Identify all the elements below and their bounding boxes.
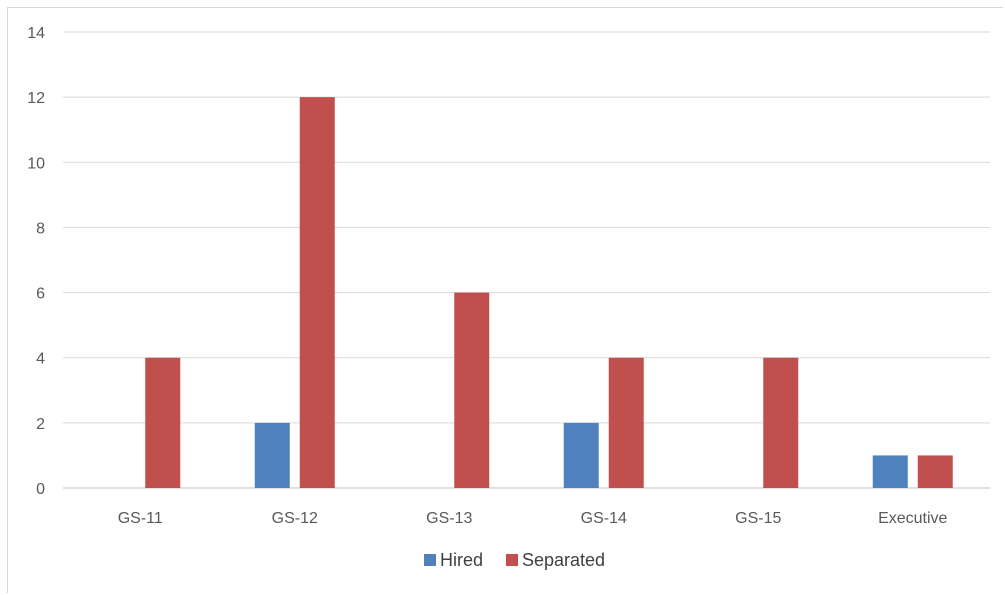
x-tick-label: GS-13 bbox=[426, 510, 472, 527]
bar-hired-gs-12 bbox=[255, 423, 290, 488]
x-tick-label: Executive bbox=[878, 510, 947, 527]
y-tick-label: 10 bbox=[27, 155, 45, 172]
y-axis-ticks: 0 2 4 6 8 10 12 14 bbox=[27, 25, 45, 498]
bar-separated-gs-11 bbox=[145, 358, 180, 488]
y-tick-label: 6 bbox=[36, 286, 45, 303]
y-tick-label: 8 bbox=[36, 220, 45, 237]
bar-separated-gs-13 bbox=[454, 293, 489, 488]
legend-label-separated: Separated bbox=[522, 550, 605, 570]
legend-swatch-hired bbox=[424, 554, 436, 566]
y-tick-label: 0 bbox=[36, 481, 45, 498]
y-tick-label: 12 bbox=[27, 90, 45, 107]
bar-hired-executive bbox=[873, 455, 908, 488]
legend: Hired Separated bbox=[424, 550, 605, 570]
x-axis-ticks: GS-11 GS-12 GS-13 GS-14 GS-15 Executive bbox=[118, 510, 948, 527]
y-tick-label: 2 bbox=[36, 416, 45, 433]
x-tick-label: GS-15 bbox=[735, 510, 781, 527]
x-tick-label: GS-11 bbox=[118, 510, 163, 527]
bar-separated-gs-14 bbox=[609, 358, 644, 488]
y-tick-label: 4 bbox=[36, 351, 45, 368]
bar-separated-gs-12 bbox=[300, 97, 335, 488]
legend-label-hired: Hired bbox=[440, 550, 483, 570]
x-tick-label: GS-12 bbox=[272, 510, 318, 527]
bar-separated-executive bbox=[918, 455, 953, 488]
bar-hired-gs-14 bbox=[564, 423, 599, 488]
y-tick-label: 14 bbox=[27, 25, 45, 42]
bar-separated-gs-15 bbox=[763, 358, 798, 488]
legend-swatch-separated bbox=[506, 554, 518, 566]
x-tick-label: GS-14 bbox=[581, 510, 627, 527]
gridlines bbox=[63, 32, 990, 488]
